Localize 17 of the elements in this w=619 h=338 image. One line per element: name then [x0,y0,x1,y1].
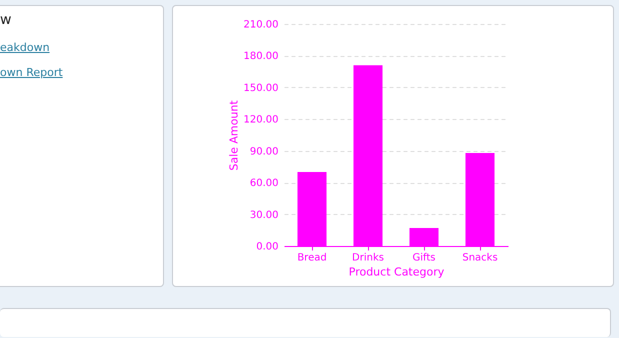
x-axis-title: Product Category [348,266,445,278]
y-tick-label: 180.00 [244,51,278,62]
y-tick-label: 120.00 [244,114,278,126]
text: w [0,12,12,28]
y-tick-label: 210.00 [244,20,278,30]
text: eakdown [0,41,50,54]
text: own Report [0,66,63,79]
y-tick-label: 90.00 [250,146,278,158]
x-tick-label: Bread [297,252,327,264]
y-tick-label: 0.00 [256,242,278,252]
y-axis-title: Sale Amount [228,100,241,171]
x-tick-label: Drinks [352,252,384,264]
x-tick-label: Snacks [462,252,498,264]
y-tick-label: 150.00 [244,82,278,94]
x-tick-label: Gifts [412,252,436,264]
y-tick-label: 30.00 [250,210,278,221]
y-tick-label: 60.00 [250,178,278,190]
